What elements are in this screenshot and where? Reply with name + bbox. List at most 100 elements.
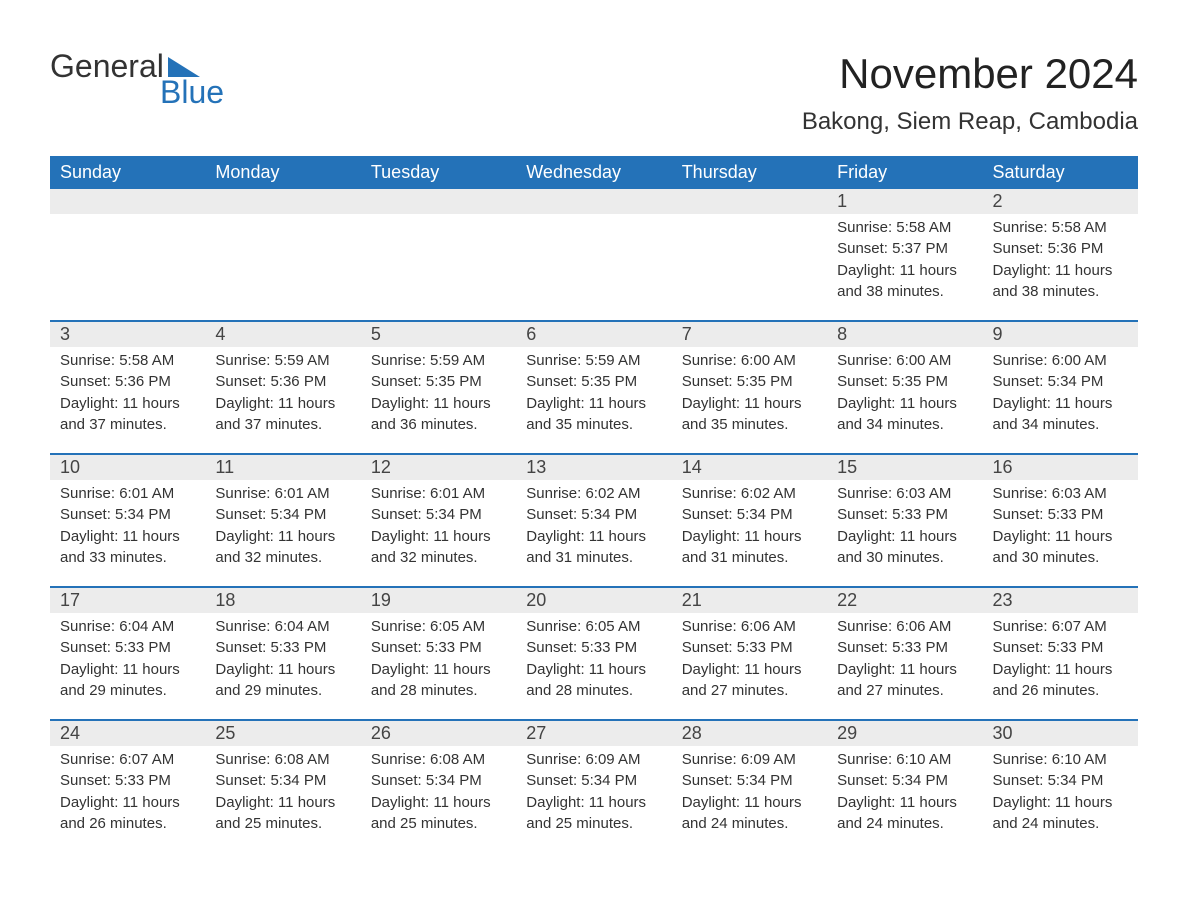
day-details: Sunrise: 6:03 AMSunset: 5:33 PMDaylight:… xyxy=(983,480,1138,575)
day-details: Sunrise: 5:58 AMSunset: 5:37 PMDaylight:… xyxy=(827,214,982,309)
month-title: November 2024 xyxy=(802,50,1138,98)
weekday-header: Thursday xyxy=(672,156,827,189)
sunrise-line: Sunrise: 6:04 AM xyxy=(60,617,195,637)
day1-line: Daylight: 11 hours xyxy=(60,793,195,813)
calendar-day-cell: 20Sunrise: 6:05 AMSunset: 5:33 PMDayligh… xyxy=(516,588,671,720)
calendar-week-row: 3Sunrise: 5:58 AMSunset: 5:36 PMDaylight… xyxy=(50,322,1138,454)
day-details: Sunrise: 6:06 AMSunset: 5:33 PMDaylight:… xyxy=(827,613,982,708)
day-details: Sunrise: 6:10 AMSunset: 5:34 PMDaylight:… xyxy=(827,746,982,841)
sunrise-line: Sunrise: 6:10 AM xyxy=(837,750,972,770)
day2-line: and 31 minutes. xyxy=(682,548,817,568)
day-number xyxy=(361,189,516,214)
title-block: November 2024 Bakong, Siem Reap, Cambodi… xyxy=(802,50,1138,136)
sunrise-line: Sunrise: 6:04 AM xyxy=(215,617,350,637)
day-details: Sunrise: 5:58 AMSunset: 5:36 PMDaylight:… xyxy=(983,214,1138,309)
weekday-header: Wednesday xyxy=(516,156,671,189)
sunset-line: Sunset: 5:33 PM xyxy=(215,638,350,658)
day2-line: and 27 minutes. xyxy=(837,681,972,701)
day-details: Sunrise: 6:04 AMSunset: 5:33 PMDaylight:… xyxy=(205,613,360,708)
calendar-day-cell: 19Sunrise: 6:05 AMSunset: 5:33 PMDayligh… xyxy=(361,588,516,720)
calendar-day-cell: 14Sunrise: 6:02 AMSunset: 5:34 PMDayligh… xyxy=(672,455,827,587)
sunset-line: Sunset: 5:35 PM xyxy=(682,372,817,392)
day-number: 14 xyxy=(672,455,827,480)
day-number: 30 xyxy=(983,721,1138,746)
day1-line: Daylight: 11 hours xyxy=(215,660,350,680)
day2-line: and 25 minutes. xyxy=(526,814,661,834)
day-number: 17 xyxy=(50,588,205,613)
day2-line: and 37 minutes. xyxy=(215,415,350,435)
day2-line: and 36 minutes. xyxy=(371,415,506,435)
calendar-day-cell: 29Sunrise: 6:10 AMSunset: 5:34 PMDayligh… xyxy=(827,721,982,853)
day2-line: and 32 minutes. xyxy=(371,548,506,568)
sunrise-line: Sunrise: 5:58 AM xyxy=(60,351,195,371)
day-details: Sunrise: 6:07 AMSunset: 5:33 PMDaylight:… xyxy=(983,613,1138,708)
day2-line: and 35 minutes. xyxy=(526,415,661,435)
day1-line: Daylight: 11 hours xyxy=(215,793,350,813)
calendar-day-cell xyxy=(672,189,827,321)
sunset-line: Sunset: 5:34 PM xyxy=(682,771,817,791)
day-number: 8 xyxy=(827,322,982,347)
weekday-header: Friday xyxy=(827,156,982,189)
calendar-day-cell: 17Sunrise: 6:04 AMSunset: 5:33 PMDayligh… xyxy=(50,588,205,720)
day-details: Sunrise: 6:01 AMSunset: 5:34 PMDaylight:… xyxy=(361,480,516,575)
day-number: 26 xyxy=(361,721,516,746)
calendar-day-cell: 30Sunrise: 6:10 AMSunset: 5:34 PMDayligh… xyxy=(983,721,1138,853)
day1-line: Daylight: 11 hours xyxy=(371,660,506,680)
day1-line: Daylight: 11 hours xyxy=(993,261,1128,281)
sunset-line: Sunset: 5:36 PM xyxy=(60,372,195,392)
day1-line: Daylight: 11 hours xyxy=(371,793,506,813)
day-number xyxy=(50,189,205,214)
logo-word-general: General xyxy=(50,50,164,82)
day-details: Sunrise: 6:01 AMSunset: 5:34 PMDaylight:… xyxy=(50,480,205,575)
day1-line: Daylight: 11 hours xyxy=(215,527,350,547)
sunset-line: Sunset: 5:33 PM xyxy=(837,505,972,525)
calendar-week-row: 1Sunrise: 5:58 AMSunset: 5:37 PMDaylight… xyxy=(50,189,1138,321)
calendar-day-cell: 8Sunrise: 6:00 AMSunset: 5:35 PMDaylight… xyxy=(827,322,982,454)
calendar-week-row: 10Sunrise: 6:01 AMSunset: 5:34 PMDayligh… xyxy=(50,455,1138,587)
sunrise-line: Sunrise: 5:58 AM xyxy=(993,218,1128,238)
calendar-day-cell: 11Sunrise: 6:01 AMSunset: 5:34 PMDayligh… xyxy=(205,455,360,587)
day2-line: and 30 minutes. xyxy=(993,548,1128,568)
day2-line: and 26 minutes. xyxy=(60,814,195,834)
sunset-line: Sunset: 5:33 PM xyxy=(60,638,195,658)
calendar-day-cell: 16Sunrise: 6:03 AMSunset: 5:33 PMDayligh… xyxy=(983,455,1138,587)
sunset-line: Sunset: 5:34 PM xyxy=(526,771,661,791)
day-number: 3 xyxy=(50,322,205,347)
day-details: Sunrise: 6:07 AMSunset: 5:33 PMDaylight:… xyxy=(50,746,205,841)
calendar-day-cell: 21Sunrise: 6:06 AMSunset: 5:33 PMDayligh… xyxy=(672,588,827,720)
day1-line: Daylight: 11 hours xyxy=(371,527,506,547)
day2-line: and 28 minutes. xyxy=(371,681,506,701)
sunrise-line: Sunrise: 6:02 AM xyxy=(682,484,817,504)
day-details: Sunrise: 6:04 AMSunset: 5:33 PMDaylight:… xyxy=(50,613,205,708)
day1-line: Daylight: 11 hours xyxy=(526,793,661,813)
sunset-line: Sunset: 5:33 PM xyxy=(526,638,661,658)
day-details: Sunrise: 5:59 AMSunset: 5:36 PMDaylight:… xyxy=(205,347,360,442)
day-number: 18 xyxy=(205,588,360,613)
day-number: 27 xyxy=(516,721,671,746)
day-details: Sunrise: 6:08 AMSunset: 5:34 PMDaylight:… xyxy=(361,746,516,841)
calendar-day-cell: 27Sunrise: 6:09 AMSunset: 5:34 PMDayligh… xyxy=(516,721,671,853)
sunrise-line: Sunrise: 6:01 AM xyxy=(60,484,195,504)
day2-line: and 34 minutes. xyxy=(993,415,1128,435)
sunset-line: Sunset: 5:34 PM xyxy=(837,771,972,791)
day-details: Sunrise: 6:00 AMSunset: 5:35 PMDaylight:… xyxy=(672,347,827,442)
logo-word-blue: Blue xyxy=(160,76,224,108)
day1-line: Daylight: 11 hours xyxy=(682,527,817,547)
sunset-line: Sunset: 5:33 PM xyxy=(993,638,1128,658)
calendar-day-cell: 1Sunrise: 5:58 AMSunset: 5:37 PMDaylight… xyxy=(827,189,982,321)
sunset-line: Sunset: 5:33 PM xyxy=(682,638,817,658)
day2-line: and 25 minutes. xyxy=(371,814,506,834)
day-details: Sunrise: 5:59 AMSunset: 5:35 PMDaylight:… xyxy=(361,347,516,442)
weekday-header-row: Sunday Monday Tuesday Wednesday Thursday… xyxy=(50,156,1138,189)
day-number: 4 xyxy=(205,322,360,347)
sunrise-line: Sunrise: 6:10 AM xyxy=(993,750,1128,770)
sunset-line: Sunset: 5:34 PM xyxy=(993,372,1128,392)
brand-logo: General Blue xyxy=(50,50,224,108)
day-details: Sunrise: 6:02 AMSunset: 5:34 PMDaylight:… xyxy=(516,480,671,575)
day2-line: and 28 minutes. xyxy=(526,681,661,701)
day-details: Sunrise: 6:00 AMSunset: 5:34 PMDaylight:… xyxy=(983,347,1138,442)
day-details: Sunrise: 6:00 AMSunset: 5:35 PMDaylight:… xyxy=(827,347,982,442)
sunrise-line: Sunrise: 6:02 AM xyxy=(526,484,661,504)
sunset-line: Sunset: 5:35 PM xyxy=(371,372,506,392)
sunrise-line: Sunrise: 6:00 AM xyxy=(837,351,972,371)
